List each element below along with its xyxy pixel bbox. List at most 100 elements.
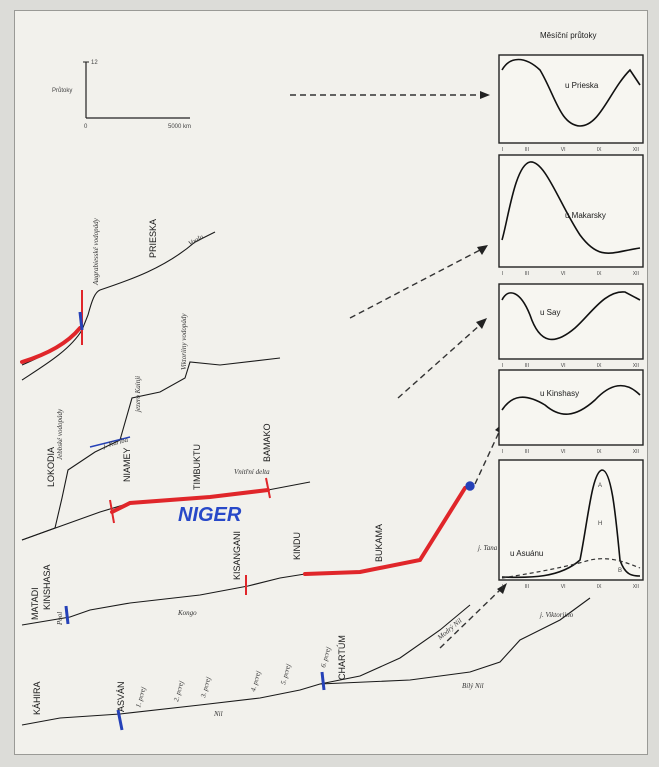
hydrograph-tick: XII [633, 147, 639, 153]
scale-legend: Průtoky 12 0 5000 km [52, 60, 191, 130]
note-cataract-1: 1. pcrej [134, 686, 147, 709]
note-cataract-3: 3. pcrej [199, 676, 212, 699]
hydrograph-curve-secondary [501, 558, 641, 579]
label-niamey: NIAMEY [122, 447, 132, 482]
hydrograph-tick: VI [561, 584, 566, 590]
hydrograph-tick: VI [561, 363, 566, 369]
label-kahira: KÁHIRA [32, 681, 42, 715]
hydrograph-label: u Asuánu [510, 549, 543, 558]
hydrograph-sublabel: B [618, 568, 622, 574]
river-notes: Augrabiesské vodopády Vaalu Jebbské vodo… [56, 217, 574, 718]
hydrograph-curve [501, 384, 641, 415]
congo-river-line [21, 487, 466, 626]
hydrograph-tick: I [502, 449, 503, 455]
hydrograph-tick: I [502, 363, 503, 369]
hydrograph-curve [501, 469, 641, 579]
hydrograph-sublabel: A [598, 483, 602, 489]
hydrograph-tick: I [502, 147, 503, 153]
note-victoria-falls: Viktoriiny vodopády [180, 313, 188, 370]
legend-ymax: 12 [91, 60, 98, 66]
note-augrabies: Augrabiesské vodopády [92, 217, 100, 286]
orange-river-line [21, 231, 216, 381]
hydrograph-curve [501, 161, 641, 254]
label-bamako: BAMAKO [262, 423, 272, 462]
hydrograph-tick: VI [561, 147, 566, 153]
niger-river-line [21, 357, 281, 541]
hydrograph-tick: XII [633, 449, 639, 455]
hydrograph-tick: IX [597, 449, 602, 455]
hydrograph-tick: I [502, 271, 503, 277]
note-kainji: jezero Kainji [134, 376, 142, 413]
hydrograph-frame [498, 459, 644, 581]
label-lokodia: LOKODIA [46, 447, 56, 487]
note-nil: Nil [213, 710, 223, 718]
note-cataract-5: 5. pcrej [279, 663, 292, 686]
hydrograph-label: u Makarsky [565, 211, 606, 220]
note-jebba: Jebbské vodopády [56, 408, 64, 460]
note-inner-delta: Vnitřní delta [234, 468, 270, 476]
label-chartum: CHARTÚM [337, 635, 347, 680]
hydrograph-tick: III [525, 449, 529, 455]
hydrograph-tick: VI [561, 271, 566, 277]
hydrograph-tick: VI [561, 449, 566, 455]
hydrograph-sublabel: H [598, 521, 602, 527]
hydrograph-tick: III [525, 584, 529, 590]
hydrograph-tick: XII [633, 271, 639, 277]
note-pool: Pool [56, 612, 64, 626]
hydrograph-frame [498, 154, 644, 268]
note-lake-victoria: j. Viktoriino [539, 611, 574, 619]
label-timbuktu: TIMBUKTU [192, 444, 202, 490]
hydrograph-tick: IX [597, 271, 602, 277]
hydrograph-frame [498, 283, 644, 360]
note-vaalu: Vaalu [187, 233, 205, 248]
hydrograph-tick: III [525, 363, 529, 369]
note-white-nile: Bílý Nil [462, 682, 484, 690]
nile-river-line-lower [319, 597, 591, 685]
note-kongo: Kongo [177, 609, 197, 617]
hydrograph-frame [498, 54, 644, 144]
hydrograph-tick: XII [633, 363, 639, 369]
label-kisangani: KISANGANI [232, 531, 242, 580]
legend-xmin: 0 [84, 124, 88, 130]
blue-marks [64, 311, 475, 731]
hydrograph-tick: IX [597, 584, 602, 590]
note-tana: j. Tana [477, 544, 498, 552]
hydrograph-label: u Say [540, 308, 560, 317]
label-matadi: MATADI [30, 587, 40, 620]
hydrograph-tick: IX [597, 363, 602, 369]
nile-river-line [21, 604, 471, 726]
label-asvan: ASVÁN [116, 681, 126, 712]
hydrograph-tick: III [525, 147, 529, 153]
note-cataract-6: 6. pcrej [319, 646, 332, 669]
place-labels: PRIESKA LOKODIA NIAMEY TIMBUKTU BAMAKO M… [30, 219, 384, 715]
label-prieska: PRIESKA [148, 219, 158, 258]
niger-annotation: NIGER [178, 504, 242, 526]
hydrograph-tick: III [525, 271, 529, 277]
hydrograph-curve [501, 58, 641, 127]
label-kindu: KINDU [292, 532, 302, 560]
note-cataract-2: 2. pcrej [172, 680, 185, 703]
hydrograph-curve [501, 291, 641, 341]
label-bukama: BUKAMA [374, 524, 384, 562]
hydrograph-tick: I [502, 584, 503, 590]
label-kinshasa: KINSHASA [42, 564, 52, 610]
hydrograph-tick: IX [597, 147, 602, 153]
hydrograph-frame [498, 369, 644, 446]
red-highlights [20, 326, 467, 576]
dashed-arrows [290, 94, 501, 649]
hydrograph-label: u Prieska [565, 81, 599, 90]
inset-title: Měsíční průtoky [540, 31, 596, 40]
note-cataract-4: 4. pcrej [249, 670, 262, 693]
hydrograph-label: u Kinshasy [540, 389, 579, 398]
legend-ylabel: Průtoky [52, 87, 72, 94]
hydrograph-tick: XII [633, 584, 639, 590]
legend-xmax: 5000 km [168, 124, 191, 130]
